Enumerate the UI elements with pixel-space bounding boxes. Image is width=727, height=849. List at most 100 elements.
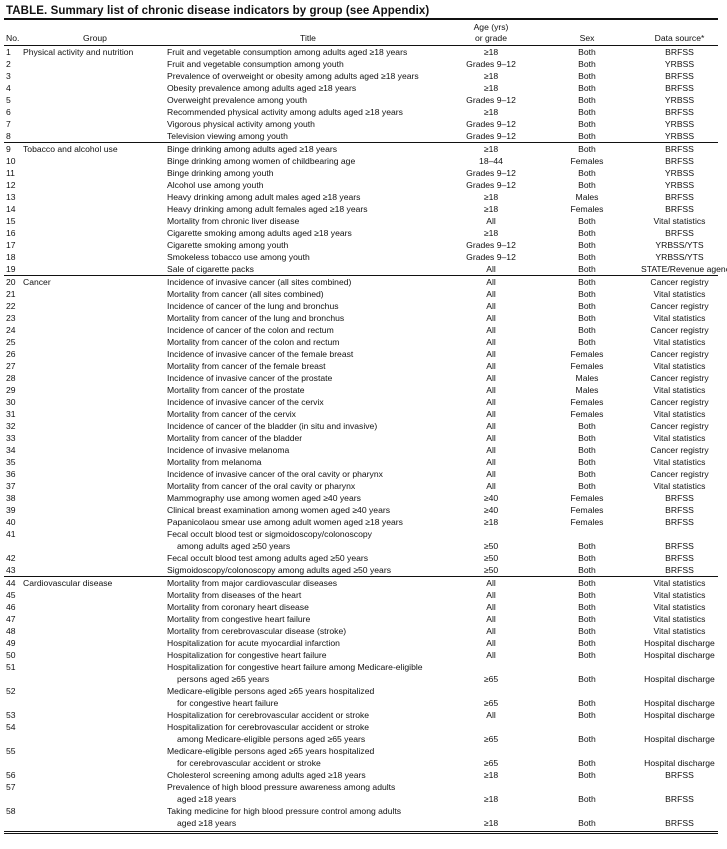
table-row: 1 Physical activity and nutrition Fruit an… — [4, 46, 718, 59]
row-number: 48 — [6, 626, 16, 636]
row-sex: Males — [575, 192, 599, 202]
row-title: Incidence of cancer of the lung and bron… — [167, 300, 449, 312]
row-title: Cigarette smoking among adults aged ≥18 … — [167, 227, 449, 239]
row-sex: Both — [578, 337, 596, 347]
row-data-source: Vital statistics — [653, 590, 706, 600]
row-number: 9 — [4, 142, 23, 155]
table-row: 57 Prevalence of high blood pressure awar… — [4, 781, 718, 805]
table-row: 8 Television viewing among youth Grades 9–… — [4, 130, 718, 143]
title-line: Fruit and vegetable consumption among yo… — [167, 59, 344, 69]
title-line: Hospitalization for acute myocardial inf… — [167, 638, 340, 648]
row-number: 38 — [6, 493, 16, 503]
row-age: All — [486, 361, 496, 371]
row-age: All — [486, 469, 496, 479]
row-data-source: Cancer registry — [650, 301, 709, 311]
table-row: 11 Binge drinking among youth Grades 9–12 B… — [4, 167, 718, 179]
row-title: Heavy drinking among adult males aged ≥1… — [167, 191, 449, 203]
row-group — [23, 167, 167, 179]
row-group — [23, 805, 167, 834]
row-title: Fecal occult blood test or sigmoidoscopy… — [167, 528, 449, 552]
row-group — [23, 781, 167, 805]
row-group — [23, 625, 167, 637]
row-data-source: Hospital discharge — [644, 674, 715, 684]
row-age: ≥40 — [483, 505, 499, 515]
row-number: 53 — [6, 710, 16, 720]
title-line: Heavy drinking among adult males aged ≥1… — [167, 192, 361, 202]
row-sex: Females — [570, 493, 604, 503]
row-title: Incidence of invasive cancer of the cerv… — [167, 396, 449, 408]
row-age: Grades 9–12 — [466, 180, 516, 190]
title-line: Mortality from diseases of the heart — [167, 590, 302, 600]
row-age: All — [486, 602, 496, 612]
row-age: Grades 9–12 — [466, 119, 516, 129]
row-number: 5 — [6, 95, 11, 105]
title-line: Alcohol use among youth — [167, 180, 264, 190]
row-number: 29 — [6, 385, 16, 395]
row-number: 20 — [4, 275, 23, 288]
row-age: Grades 9–12 — [466, 252, 516, 262]
row-title: Overweight prevalence among youth — [167, 94, 449, 106]
table-row: 42 Fecal occult blood test among adults a… — [4, 552, 718, 564]
header-no: No. — [4, 33, 23, 46]
row-sex: Both — [578, 698, 596, 708]
row-number: 6 — [6, 107, 11, 117]
row-number: 23 — [6, 313, 16, 323]
title-line: Smokeless tobacco use among youth — [167, 252, 310, 262]
row-sex: Both — [578, 47, 596, 57]
row-data-source: YRBSS/YTS — [655, 252, 704, 262]
row-age: All — [486, 337, 496, 347]
table-row: 50 Hospitalization for congestive heart f… — [4, 649, 718, 661]
row-group — [23, 155, 167, 167]
row-group — [23, 396, 167, 408]
table-row: 7 Vigorous physical activity among youth G… — [4, 118, 718, 130]
title-line: Mortality from chronic liver disease — [167, 216, 300, 226]
header-title: Title — [167, 33, 449, 46]
title-line: Mortality from cancer of the oral cavity… — [167, 481, 356, 491]
row-title: Heavy drinking among adult females aged … — [167, 203, 449, 215]
row-age: All — [486, 301, 496, 311]
row-sex: Both — [533, 142, 641, 155]
row-sex: Females — [570, 204, 604, 214]
row-age: ≥50 — [483, 541, 499, 551]
row-sex: Both — [578, 289, 596, 299]
row-age: All — [486, 421, 496, 431]
row-age: All — [486, 445, 496, 455]
row-sex: Both — [578, 59, 596, 69]
table-row: 17 Cigarette smoking among youth Grades 9–… — [4, 239, 718, 251]
row-title: Clinical breast examination among women … — [167, 504, 449, 516]
table-row: 6 Recommended physical activity among adu… — [4, 106, 718, 118]
row-group — [23, 769, 167, 781]
title-line: Heavy drinking among adult females aged … — [167, 204, 368, 214]
row-number: 41 — [6, 529, 16, 539]
title-line: aged ≥18 years — [177, 794, 237, 804]
row-data-source: Vital statistics — [653, 457, 706, 467]
row-age: ≥65 — [483, 674, 499, 684]
row-group — [23, 215, 167, 227]
row-number: 31 — [6, 409, 16, 419]
title-line: Fecal occult blood test among adults age… — [167, 553, 369, 563]
row-number: 33 — [6, 433, 16, 443]
row-data-source: Vital statistics — [653, 614, 706, 624]
row-group — [23, 709, 167, 721]
row-title: Hospitalization for cerebrovascular acci… — [167, 709, 449, 721]
row-title: Taking medicine for high blood pressure … — [167, 805, 449, 834]
row-title: Incidence of cancer of the bladder (in s… — [167, 420, 449, 432]
row-sex: Both — [578, 95, 596, 105]
row-group — [23, 300, 167, 312]
table-row: 53 Hospitalization for cerebrovascular ac… — [4, 709, 718, 721]
title-line: Mortality from cancer of the female brea… — [167, 361, 326, 371]
row-age: All — [486, 397, 496, 407]
row-group — [23, 516, 167, 528]
row-group — [23, 408, 167, 420]
table-row: 51 Hospitalization for congestive heart f… — [4, 661, 718, 685]
title-line: Medicare-eligible persons aged ≥65 years… — [167, 746, 375, 756]
row-age: All — [486, 457, 496, 467]
table-row: 16 Cigarette smoking among adults aged ≥1… — [4, 227, 718, 239]
row-title: Mortality from cancer of the female brea… — [167, 360, 449, 372]
table-row: 3 Prevalence of overweight or obesity amo… — [4, 70, 718, 82]
indicators-table: Age (yrs) No. Group Title or grade Sex D… — [4, 18, 727, 834]
row-group — [23, 58, 167, 70]
row-title: Mammography use among women aged ≥40 yea… — [167, 492, 449, 504]
row-number: 56 — [6, 770, 16, 780]
row-number: 36 — [6, 469, 16, 479]
